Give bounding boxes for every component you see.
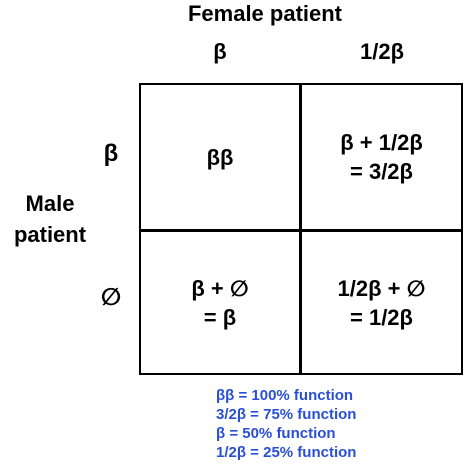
grid-horizontal-divider xyxy=(139,229,463,232)
male-header-line-2: patient xyxy=(13,222,87,247)
legend-item: β = 50% function xyxy=(216,425,336,442)
cell-beta-half-beta: β + 1/2β = 3/2β xyxy=(302,85,461,229)
legend-item: 1/2β = 25% function xyxy=(216,444,357,461)
male-allele-2: ∅ xyxy=(100,284,122,311)
female-allele-2: 1/2β xyxy=(359,39,404,64)
cell-line: ββ xyxy=(206,144,234,170)
cell-half-beta-null: 1/2β + ∅ = 1/2β xyxy=(302,232,461,373)
cell-line: β + ∅ xyxy=(191,275,249,301)
cell-line: = β xyxy=(203,304,237,330)
male-patient-header: Male patient xyxy=(0,188,100,250)
female-allele-1: β xyxy=(213,39,227,64)
cell-line: = 3/2β xyxy=(350,159,413,184)
cell-line: = 1/2β xyxy=(350,304,413,330)
legend-item: ββ = 100% function xyxy=(216,387,354,404)
function-legend: ββ = 100% function 3/2β = 75% function β… xyxy=(216,386,356,462)
female-patient-header: Female patient xyxy=(187,1,343,26)
cell-line: 1/2β + ∅ xyxy=(337,275,426,301)
cell-beta-beta: ββ xyxy=(141,85,299,229)
male-allele-1: β xyxy=(103,140,119,167)
legend-item: 3/2β = 75% function xyxy=(216,406,357,423)
cell-beta-null: β + ∅ = β xyxy=(141,232,299,373)
cell-line: β + 1/2β xyxy=(340,130,423,155)
male-header-line-1: Male xyxy=(25,191,75,216)
